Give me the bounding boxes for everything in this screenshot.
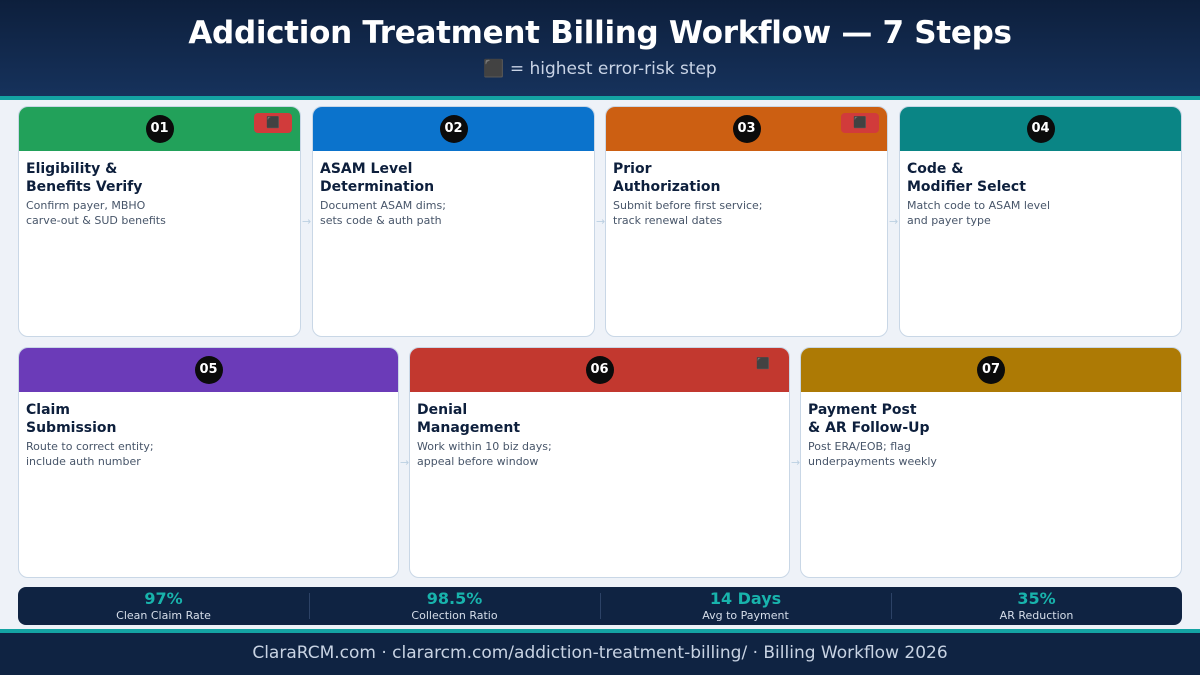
step-band: 01 ⬛ <box>19 107 300 151</box>
risk-flag-icon: ⬛ <box>756 357 770 370</box>
step-number: 01 <box>145 115 174 143</box>
stat-label: Clean Claim Rate <box>116 609 211 622</box>
stat-value: 97% <box>144 589 183 608</box>
arrow-icon: → <box>302 215 312 228</box>
step-number: 06 <box>585 356 614 384</box>
step-title: Denial Management <box>417 402 521 436</box>
risk-flag-icon: ⬛ <box>841 113 879 133</box>
stat-label: Avg to Payment <box>702 609 789 622</box>
stat-value: 14 Days <box>709 589 782 608</box>
step-band: 02 <box>313 107 594 151</box>
step-card-02: 02 ASAM Level Determination Document ASA… <box>312 106 595 337</box>
step-number: 07 <box>977 356 1005 384</box>
step-title: Code & Modifier Select <box>907 161 1026 195</box>
risk-flag-icon: ⬛ <box>254 113 292 133</box>
step-card-04: 04 Code & Modifier Select Match code to … <box>899 106 1182 337</box>
step-number: 04 <box>1026 115 1055 143</box>
page-title: Addiction Treatment Billing Workflow — 7… <box>188 15 1012 51</box>
step-number: 05 <box>194 356 223 384</box>
arrow-icon: → <box>791 456 801 469</box>
stat-label: AR Reduction <box>999 609 1074 622</box>
footer-divider <box>0 629 1200 633</box>
step-description: Document ASAM dims; sets code & auth pat… <box>320 199 446 227</box>
step-band: 04 <box>900 107 1181 151</box>
step-number: 02 <box>439 115 468 143</box>
stat-clean-claim-rate: 97% Clean Claim Rate <box>18 587 309 625</box>
step-title: Payment Post & AR Follow-Up <box>808 402 930 436</box>
stat-value: 98.5% <box>426 589 483 608</box>
step-title: ASAM Level Determination <box>320 161 435 195</box>
step-title: Prior Authorization <box>613 161 721 195</box>
step-band: 05 <box>19 348 398 392</box>
stat-value: 35% <box>1017 589 1056 608</box>
step-description: Confirm payer, MBHO carve-out & SUD bene… <box>26 199 166 227</box>
stat-collection-ratio: 98.5% Collection Ratio <box>309 587 600 625</box>
header-divider <box>0 96 1200 100</box>
step-description: Work within 10 biz days; appeal before w… <box>417 440 552 468</box>
step-card-07: 07 Payment Post & AR Follow-Up Post ERA/… <box>800 347 1182 578</box>
step-card-05: 05 Claim Submission Route to correct ent… <box>18 347 399 578</box>
step-title: Eligibility & Benefits Verify <box>26 161 143 195</box>
step-card-01: 01 ⬛ Eligibility & Benefits Verify Confi… <box>18 106 301 337</box>
step-description: Route to correct entity; include auth nu… <box>26 440 154 468</box>
step-description: Submit before first service; track renew… <box>613 199 763 227</box>
arrow-icon: → <box>400 456 410 469</box>
stat-label: Collection Ratio <box>411 609 498 622</box>
step-card-03: 03 ⬛ Prior Authorization Submit before f… <box>605 106 888 337</box>
step-band: 07 <box>801 348 1181 392</box>
stat-avg-to-payment: 14 Days Avg to Payment <box>600 587 891 625</box>
step-description: Match code to ASAM level and payer type <box>907 199 1051 227</box>
step-description: Post ERA/EOB; flag underpayments weekly <box>808 440 937 468</box>
step-number: 03 <box>732 115 761 143</box>
step-card-06: 06 ⬛ Denial Management Work within 10 bi… <box>409 347 790 578</box>
arrow-icon: → <box>889 215 899 228</box>
header: Addiction Treatment Billing Workflow — 7… <box>0 0 1200 96</box>
stats-bar: 97% Clean Claim Rate 98.5% Collection Ra… <box>18 587 1182 625</box>
arrow-icon: → <box>596 215 606 228</box>
step-band: 03 ⬛ <box>606 107 887 151</box>
step-title: Claim Submission <box>26 402 117 436</box>
stat-ar-reduction: 35% AR Reduction <box>891 587 1182 625</box>
page-subtitle: ⬛ = highest error-risk step <box>483 59 717 79</box>
step-band: 06 ⬛ <box>410 348 789 392</box>
footer: ClaraRCM.com · clararcm.com/addiction-tr… <box>0 633 1200 675</box>
